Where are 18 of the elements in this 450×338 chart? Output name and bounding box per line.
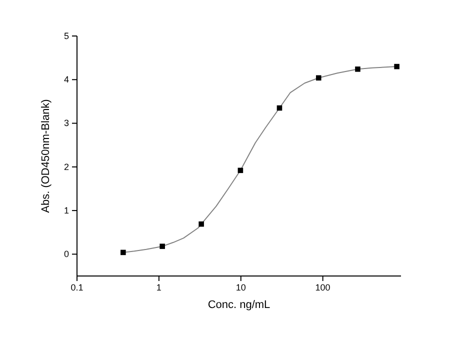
y-tick-label: 3 bbox=[64, 118, 69, 128]
x-tick-label: 100 bbox=[315, 282, 330, 292]
y-axis-title: Abs. (OD450nm-Blank) bbox=[40, 99, 52, 213]
y-tick-label: 2 bbox=[64, 162, 69, 172]
point bbox=[355, 66, 360, 72]
y-tick-label: 0 bbox=[64, 249, 69, 260]
point bbox=[316, 75, 322, 81]
point bbox=[160, 244, 165, 249]
point bbox=[120, 250, 126, 256]
x-tick-label: 1 bbox=[156, 282, 162, 292]
y-tick-label: 4 bbox=[64, 74, 69, 85]
point bbox=[394, 64, 400, 70]
x-tick-label: 10 bbox=[236, 282, 246, 292]
y-tick-label: 1 bbox=[64, 205, 69, 216]
y-tick-label: 5 bbox=[64, 30, 69, 41]
x-axis-title: Conc. ng/mL bbox=[208, 299, 270, 311]
point bbox=[198, 221, 204, 227]
x-tick-label: 0.1 bbox=[70, 282, 84, 292]
